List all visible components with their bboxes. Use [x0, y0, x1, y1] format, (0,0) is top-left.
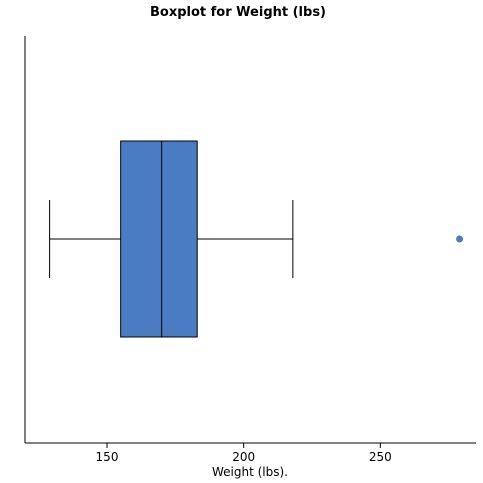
- x-axis-ticks: 150 200 250: [96, 443, 392, 464]
- x-axis-label: Weight (lbs).: [212, 465, 288, 479]
- outlier-point: [456, 235, 464, 243]
- chart-title: Boxplot for Weight (lbs): [150, 5, 326, 20]
- outlier-group: [456, 235, 464, 243]
- x-tick-label: 200: [232, 450, 255, 464]
- x-tick-label: 250: [369, 450, 392, 464]
- iqr-box: [120, 140, 198, 338]
- x-tick-label: 150: [96, 450, 119, 464]
- box-group: [49, 140, 294, 338]
